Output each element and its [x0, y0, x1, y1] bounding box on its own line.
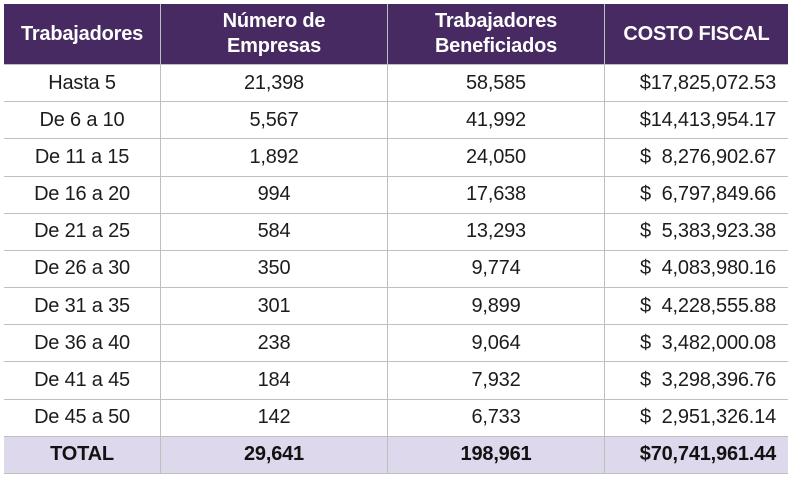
cell-beneficiados: 13,293: [388, 213, 605, 251]
cell-beneficiados: 9,774: [388, 250, 605, 289]
cell-trabajadores: De 6 a 10: [4, 102, 161, 140]
cell-beneficiados: 24,050: [388, 139, 605, 177]
cell-beneficiados: 9,899: [388, 288, 605, 326]
cell-empresas: 21,398: [161, 65, 388, 103]
cell-trabajadores: De 11 a 15: [4, 139, 161, 177]
cell-beneficiados: 58,585: [388, 65, 605, 103]
cell-empresas: 238: [161, 325, 388, 363]
cell-costo-fiscal: $ 4,083,980.16: [605, 250, 788, 289]
cell-trabajadores: De 21 a 25: [4, 213, 161, 251]
cell-empresas: 184: [161, 362, 388, 400]
column-header-trabajadores-beneficiados: Trabajadores Beneficiados: [388, 4, 605, 65]
cell-costo-fiscal: $ 4,228,555.88: [605, 288, 788, 326]
cell-empresas: 142: [161, 399, 388, 437]
cell-empresas: 5,567: [161, 102, 388, 140]
cell-empresas: 301: [161, 288, 388, 326]
cell-beneficiados: 9,064: [388, 325, 605, 363]
column-header-trabajadores: Trabajadores: [4, 4, 161, 65]
cell-costo-fiscal: $17,825,072.53: [605, 65, 788, 103]
cell-trabajadores: De 36 a 40: [4, 325, 161, 363]
cell-empresas: 994: [161, 176, 388, 214]
fiscal-cost-table: Trabajadores Número de Empresas Trabajad…: [4, 4, 788, 474]
cell-costo-fiscal: $ 5,383,923.38: [605, 213, 788, 251]
cell-costo-fiscal: $ 8,276,902.67: [605, 139, 788, 177]
cell-costo-fiscal: $ 3,298,396.76: [605, 362, 788, 400]
cell-beneficiados: 41,992: [388, 102, 605, 140]
cell-trabajadores: Hasta 5: [4, 65, 161, 103]
cell-beneficiados: 7,932: [388, 362, 605, 400]
cell-beneficiados: 6,733: [388, 399, 605, 437]
cell-empresas: 584: [161, 213, 388, 251]
cell-trabajadores: De 45 a 50: [4, 399, 161, 437]
total-empresas: 29,641: [161, 436, 388, 474]
cell-trabajadores: De 16 a 20: [4, 176, 161, 214]
total-label: TOTAL: [4, 436, 161, 474]
cell-trabajadores: De 26 a 30: [4, 250, 161, 289]
cell-costo-fiscal: $ 6,797,849.66: [605, 176, 788, 214]
total-beneficiados: 198,961: [388, 436, 605, 474]
cell-costo-fiscal: $ 3,482,000.08: [605, 325, 788, 363]
column-header-numero-de-empresas: Número de Empresas: [161, 4, 388, 65]
total-costo-fiscal: $70,741,961.44: [605, 436, 788, 474]
cell-costo-fiscal: $ 2,951,326.14: [605, 399, 788, 437]
cell-beneficiados: 17,638: [388, 176, 605, 214]
cell-empresas: 1,892: [161, 139, 388, 177]
cell-trabajadores: De 31 a 35: [4, 288, 161, 326]
column-header-costo-fiscal: COSTO FISCAL: [605, 4, 788, 65]
cell-trabajadores: De 41 a 45: [4, 362, 161, 400]
cell-costo-fiscal: $14,413,954.17: [605, 102, 788, 140]
cell-empresas: 350: [161, 250, 388, 289]
